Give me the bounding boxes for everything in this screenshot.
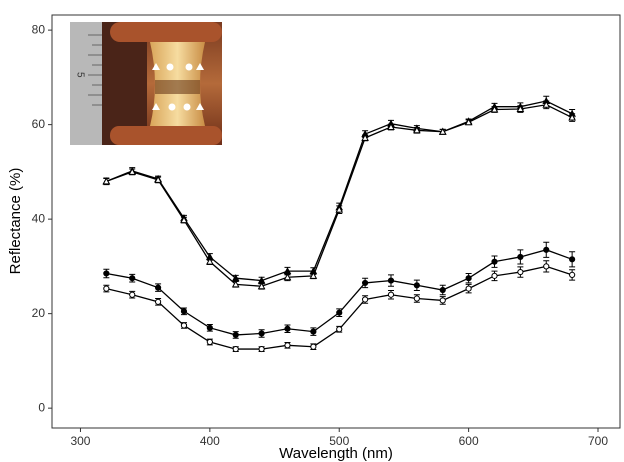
marker — [387, 291, 395, 298]
marker — [232, 345, 239, 353]
marker — [517, 268, 524, 276]
marker — [465, 275, 472, 282]
y-tick-label: 60 — [32, 117, 46, 131]
marker — [543, 263, 550, 270]
x-tick-label: 600 — [459, 434, 479, 448]
y-tick-label: 20 — [32, 306, 46, 320]
marker — [490, 105, 499, 113]
marker — [361, 133, 369, 141]
x-tick-label: 700 — [588, 434, 608, 448]
marker — [387, 277, 395, 284]
marker — [413, 295, 420, 302]
marker — [206, 257, 214, 265]
marker — [465, 285, 472, 292]
series-line — [106, 265, 573, 350]
marker — [103, 270, 110, 277]
marker — [439, 286, 446, 294]
marker — [154, 175, 162, 183]
marker — [128, 167, 137, 175]
marker — [568, 113, 576, 121]
marker — [310, 328, 317, 335]
marker — [232, 331, 239, 339]
plot-frame — [51, 14, 621, 429]
marker — [231, 280, 240, 288]
y-tick-label: 40 — [32, 211, 46, 225]
marker — [180, 308, 188, 315]
marker — [464, 118, 473, 126]
marker — [102, 177, 111, 185]
marker — [284, 325, 291, 332]
marker — [154, 298, 162, 305]
marker — [569, 256, 576, 263]
marker — [180, 322, 188, 329]
marker — [284, 342, 291, 349]
y-axis-title: Reflectance (%) — [7, 168, 24, 275]
marker — [335, 205, 344, 213]
marker — [336, 309, 343, 316]
marker — [206, 338, 213, 346]
marker — [439, 297, 446, 304]
marker — [516, 104, 525, 113]
x-axis-title: Wavelength (nm) — [279, 445, 393, 462]
marker — [283, 273, 292, 281]
marker — [543, 246, 550, 253]
marker — [154, 284, 162, 291]
marker — [569, 271, 576, 278]
marker — [180, 216, 188, 224]
marker — [491, 258, 498, 265]
inset-photo: 5 — [70, 22, 222, 145]
y-tick-label: 80 — [32, 22, 46, 36]
marker — [387, 122, 395, 130]
marker — [310, 343, 317, 350]
marker — [309, 271, 318, 279]
marker — [542, 100, 551, 108]
marker — [206, 324, 213, 331]
ruler-label: 5 — [74, 72, 85, 78]
y-tick-label: 0 — [38, 400, 45, 414]
x-tick-label: 400 — [200, 434, 220, 448]
marker — [103, 285, 110, 292]
marker — [258, 330, 265, 337]
marker — [362, 279, 369, 287]
marker — [413, 282, 420, 289]
marker — [257, 282, 266, 290]
marker — [258, 345, 265, 353]
marker — [336, 326, 343, 333]
x-tick-label: 300 — [70, 434, 90, 448]
marker — [362, 296, 369, 303]
marker — [129, 291, 136, 298]
marker — [438, 127, 447, 135]
x-tick-label: 500 — [329, 434, 349, 448]
series-line — [106, 249, 573, 336]
marker — [129, 275, 136, 282]
marker — [491, 272, 498, 279]
marker — [413, 126, 421, 134]
marker — [517, 253, 524, 261]
